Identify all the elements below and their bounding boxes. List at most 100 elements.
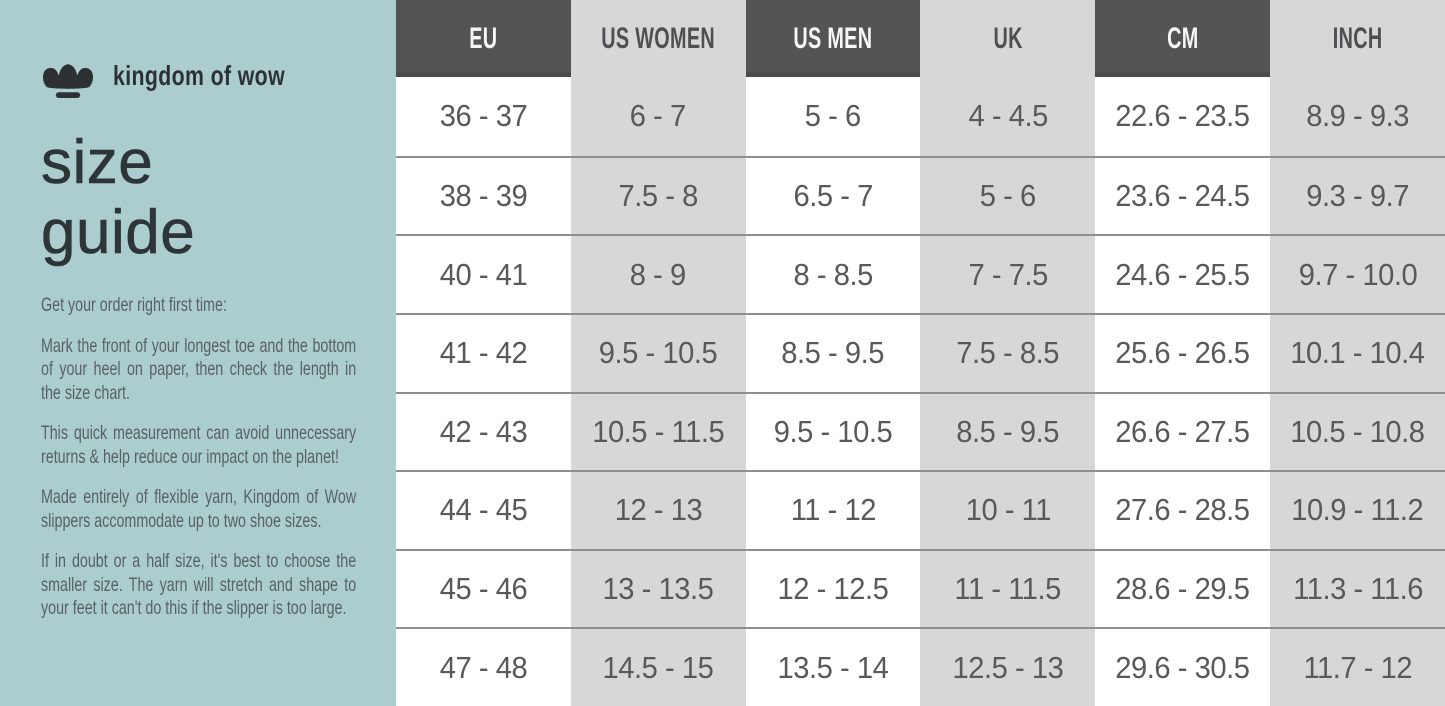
column-header-label: EU — [469, 21, 498, 55]
cell-value: 12.5 - 13 — [952, 649, 1064, 685]
table-cell: 12.5 - 13 — [920, 627, 1096, 706]
table-cell: 7.5 - 8 — [570, 155, 746, 235]
column-header-inch: INCH — [1270, 0, 1445, 77]
cell-value: 8 - 9 — [630, 256, 687, 292]
table-cell: 11.7 - 12 — [1270, 627, 1445, 706]
table-cell: 5 - 6 — [920, 155, 1096, 235]
cell-value: 10.9 - 11.2 — [1291, 492, 1424, 528]
cell-value: 41 - 42 — [439, 335, 528, 371]
cell-value: 10.5 - 11.5 — [592, 413, 725, 449]
table-cell: 13 - 13.5 — [570, 548, 746, 628]
column-header-label: US MEN — [793, 21, 873, 55]
table-cell: 13.5 - 14 — [745, 627, 921, 706]
page-title-line1: size — [41, 128, 154, 198]
brand-name: kingdom of wow — [113, 60, 285, 91]
column-header-label: CM — [1167, 21, 1199, 55]
cell-value: 45 - 46 — [439, 571, 528, 607]
table-cell: 38 - 39 — [396, 155, 571, 235]
table-cell: 10.5 - 11.5 — [570, 391, 746, 471]
cell-value: 47 - 48 — [439, 649, 528, 685]
table-cell: 23.6 - 24.5 — [1095, 155, 1271, 235]
table-cell: 27.6 - 28.5 — [1095, 470, 1271, 549]
cell-value: 7 - 7.5 — [968, 256, 1048, 292]
table-cell: 5 - 6 — [745, 77, 921, 156]
column-header-us-men: US MEN — [745, 0, 921, 77]
cell-value: 38 - 39 — [439, 177, 528, 213]
cell-value: 11 - 12 — [790, 492, 876, 528]
cell-value: 9.7 - 10.0 — [1298, 256, 1417, 292]
table-cell: 11 - 11.5 — [920, 548, 1096, 628]
table-cell: 25.6 - 26.5 — [1095, 312, 1271, 392]
cell-value: 24.6 - 25.5 — [1115, 256, 1251, 292]
table-cell: 36 - 37 — [396, 77, 571, 156]
table-cell: 28.6 - 29.5 — [1095, 548, 1271, 628]
size-table: EU US WOMEN US MEN UK CM INCH 36 - 37 6 … — [396, 0, 1445, 706]
cell-value: 23.6 - 24.5 — [1115, 177, 1251, 213]
cell-value: 4 - 4.5 — [968, 98, 1048, 134]
cell-value: 28.6 - 29.5 — [1115, 571, 1251, 607]
table-cell: 4 - 4.5 — [920, 77, 1096, 156]
cell-value: 29.6 - 30.5 — [1115, 649, 1251, 685]
table-cell: 7.5 - 8.5 — [920, 312, 1096, 392]
cell-value: 27.6 - 28.5 — [1115, 492, 1251, 528]
cell-value: 9.3 - 9.7 — [1306, 177, 1409, 213]
crown-icon — [41, 52, 95, 100]
cell-value: 9.5 - 10.5 — [599, 335, 718, 371]
column-header-us-women: US WOMEN — [570, 0, 746, 77]
cell-value: 10.5 - 10.8 — [1290, 413, 1425, 449]
table-cell: 12 - 13 — [570, 470, 746, 549]
table-cell: 8 - 8.5 — [745, 234, 921, 313]
cell-value: 44 - 45 — [439, 492, 528, 528]
column-header-label: US WOMEN — [601, 21, 716, 55]
table-cell: 6 - 7 — [570, 77, 746, 156]
table-cell: 8 - 9 — [570, 234, 746, 313]
cell-value: 5 - 6 — [805, 98, 862, 134]
table-cell: 22.6 - 23.5 — [1095, 77, 1271, 156]
table-cell: 14.5 - 15 — [570, 627, 746, 706]
sidebar-copy: Get your order right first time: Mark th… — [41, 294, 356, 621]
cell-value: 5 - 6 — [979, 177, 1036, 213]
table-cell: 10.9 - 11.2 — [1270, 470, 1445, 549]
cell-value: 8 - 8.5 — [793, 256, 873, 292]
cell-value: 11 - 11.5 — [954, 571, 1062, 607]
cell-value: 25.6 - 26.5 — [1115, 335, 1251, 371]
cell-value: 11.3 - 11.6 — [1292, 571, 1423, 607]
cell-value: 12 - 12.5 — [777, 571, 889, 607]
table-cell: 11.3 - 11.6 — [1270, 548, 1445, 628]
table-cell: 42 - 43 — [396, 391, 571, 471]
cell-value: 11.7 - 12 — [1303, 649, 1412, 685]
brand: kingdom of wow — [41, 52, 356, 100]
instruction-paragraph-yarn: Made entirely of flexible yarn, Kingdom … — [41, 486, 357, 532]
table-cell: 9.3 - 9.7 — [1270, 155, 1445, 235]
table-cell: 7 - 7.5 — [920, 234, 1096, 313]
cell-value: 12 - 13 — [614, 492, 703, 528]
column-header-label: UK — [993, 21, 1023, 55]
table-cell: 9.7 - 10.0 — [1270, 234, 1445, 313]
table-cell: 10 - 11 — [920, 470, 1096, 549]
column-header-label: INCH — [1332, 21, 1383, 55]
table-cell: 8.9 - 9.3 — [1270, 77, 1445, 156]
column-header-eu: EU — [396, 0, 571, 77]
page-title-line2: guide — [41, 198, 196, 268]
instruction-paragraph-measure: Mark the front of your longest toe and t… — [41, 334, 357, 404]
instruction-paragraph-returns: This quick measurement can avoid unneces… — [41, 422, 357, 468]
cell-value: 9.5 - 10.5 — [773, 413, 893, 449]
table-cell: 29.6 - 30.5 — [1095, 627, 1271, 706]
cell-value: 8.5 - 9.5 — [956, 413, 1060, 449]
cell-value: 6.5 - 7 — [793, 177, 873, 213]
table-cell: 11 - 12 — [745, 470, 921, 549]
table-cell: 41 - 42 — [396, 312, 571, 392]
table-cell: 45 - 46 — [396, 548, 571, 628]
cell-value: 40 - 41 — [439, 256, 528, 292]
table-cell: 24.6 - 25.5 — [1095, 234, 1271, 313]
cell-value: 36 - 37 — [439, 98, 528, 134]
table-cell: 12 - 12.5 — [745, 548, 921, 628]
table-cell: 9.5 - 10.5 — [745, 391, 921, 471]
column-header-cm: CM — [1095, 0, 1271, 77]
table-cell: 10.5 - 10.8 — [1270, 391, 1445, 471]
table-cell: 8.5 - 9.5 — [745, 312, 921, 392]
cell-value: 13 - 13.5 — [602, 571, 714, 607]
table-cell: 47 - 48 — [396, 627, 571, 706]
cell-value: 6 - 7 — [630, 98, 687, 134]
